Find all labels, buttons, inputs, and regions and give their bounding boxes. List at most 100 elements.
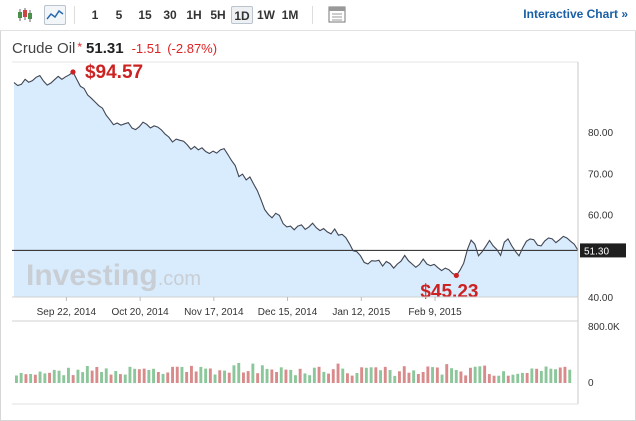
- volume-y-tick-label: 0: [588, 378, 594, 389]
- line-chart-icon[interactable]: [44, 5, 66, 25]
- volume-bar: [483, 365, 487, 383]
- volume-bar: [350, 375, 354, 383]
- volume-bar: [119, 374, 122, 383]
- volume-bar: [426, 366, 430, 383]
- volume-bar: [478, 366, 482, 383]
- volume-bar: [521, 372, 524, 383]
- volume-bar: [95, 367, 99, 383]
- volume-bar: [152, 368, 155, 384]
- volume-bar: [24, 374, 28, 383]
- volume-bar: [104, 368, 108, 383]
- volume-bar: [341, 368, 345, 383]
- volume-bar: [128, 366, 132, 383]
- x-tick-label: Feb 9, 2015: [408, 307, 462, 318]
- volume-bar: [459, 371, 463, 383]
- volume-bar: [208, 368, 212, 383]
- volume-bar: [284, 369, 288, 383]
- price-line: [13, 71, 579, 277]
- chart-toolbar: 1 5 15 30 1H 5H 1D 1W 1M Interactive Cha…: [0, 0, 636, 31]
- volume-bar: [431, 367, 434, 383]
- last-price-label: 51.30: [584, 246, 609, 257]
- x-tick-label: Jan 12, 2015: [332, 307, 390, 318]
- volume-bar: [251, 363, 255, 383]
- quote-header: Crude Oil * 51.31 -1.51 (-2.87%): [12, 40, 217, 57]
- last-price-label-box: [580, 243, 626, 258]
- timeframe-30[interactable]: 30: [163, 8, 177, 22]
- volume-bar: [109, 374, 113, 383]
- volume-bar: [317, 366, 321, 383]
- volume-bar: [260, 365, 264, 383]
- volume-bar: [473, 366, 477, 383]
- timeframe-5h[interactable]: 5H: [210, 8, 226, 22]
- volume-bar: [175, 366, 179, 383]
- instrument-marker: *: [77, 40, 83, 54]
- volume-bar: [67, 367, 70, 383]
- toolbar-separator: [312, 6, 313, 24]
- volume-bar: [19, 373, 23, 383]
- x-tick-label: Dec 15, 2014: [258, 307, 318, 318]
- volume-bar: [166, 372, 170, 383]
- annotation-point: [70, 69, 76, 75]
- volume-bar: [492, 375, 496, 383]
- last-price: 51.31: [86, 40, 124, 57]
- volume-bar: [81, 372, 85, 383]
- volume-bar: [539, 370, 543, 383]
- volume-bar: [530, 368, 534, 383]
- timeframe-5[interactable]: 5: [115, 8, 123, 22]
- volume-bar: [199, 366, 203, 383]
- volume-bar: [133, 368, 137, 384]
- volume-bar: [62, 375, 66, 383]
- timeframe-1[interactable]: 1: [91, 8, 99, 22]
- volume-bar: [421, 372, 425, 383]
- table-view-icon[interactable]: [326, 5, 348, 25]
- volume-bar: [38, 371, 42, 383]
- candlestick-chart-icon[interactable]: [14, 5, 36, 25]
- volume-bar: [52, 369, 56, 383]
- volume-bar: [223, 370, 226, 383]
- volume-bar: [48, 372, 51, 383]
- volume-bar: [142, 368, 146, 383]
- volume-bar: [308, 375, 312, 383]
- volume-bar: [90, 370, 94, 383]
- volume-bar: [563, 366, 567, 383]
- volume-bar: [275, 372, 278, 383]
- timeframe-1w[interactable]: 1W: [257, 8, 275, 22]
- toolbar-separator: [74, 6, 75, 24]
- volume-bar: [450, 368, 453, 383]
- volume-bar: [156, 372, 160, 383]
- volume-bar: [502, 371, 505, 383]
- y-tick-label: 60.00: [588, 211, 613, 222]
- timeframe-1m[interactable]: 1M: [281, 8, 299, 22]
- timeframe-15[interactable]: 15: [138, 8, 152, 22]
- volume-bar: [568, 369, 572, 383]
- volume-bar: [464, 375, 468, 383]
- interactive-chart-link[interactable]: Interactive Chart »: [523, 7, 628, 21]
- volume-bar: [327, 373, 330, 383]
- volume-bar: [393, 375, 397, 383]
- volume-bar: [185, 372, 189, 383]
- volume-bar: [369, 367, 373, 383]
- volume-bar: [218, 370, 222, 383]
- volume-bar: [180, 366, 184, 383]
- volume-bar: [303, 373, 307, 383]
- annotation-point: [453, 272, 459, 279]
- volume-bar: [71, 375, 75, 383]
- volume-bar: [440, 374, 444, 383]
- volume-bar: [388, 370, 392, 383]
- volume-bar: [114, 371, 118, 383]
- volume-bar: [544, 366, 548, 383]
- volume-bar: [213, 374, 217, 383]
- volume-bar: [549, 368, 553, 383]
- volume-bar: [554, 369, 557, 383]
- timeframe-1d[interactable]: 1D: [231, 6, 253, 24]
- volume-bar: [171, 366, 174, 383]
- volume-bar: [123, 374, 127, 383]
- volume-bar: [312, 367, 316, 383]
- instrument-name[interactable]: Crude Oil: [12, 40, 76, 57]
- volume-bar: [232, 365, 236, 383]
- volume-bar: [294, 375, 297, 383]
- volume-bar: [511, 374, 515, 383]
- timeframe-1h[interactable]: 1H: [186, 8, 202, 22]
- volume-bar: [289, 369, 293, 383]
